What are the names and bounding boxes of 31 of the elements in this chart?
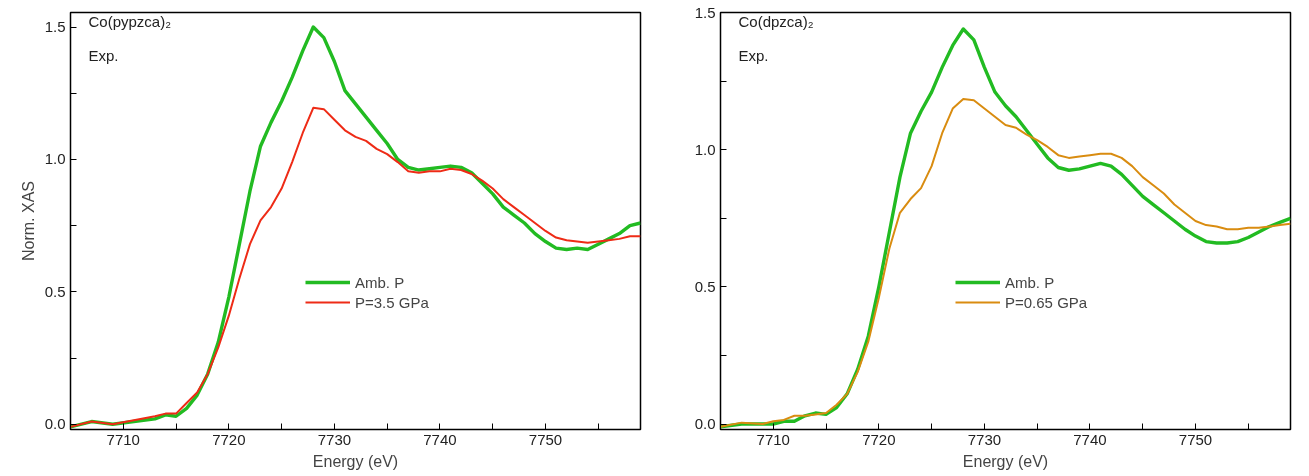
legend-label: P=3.5 GPa bbox=[355, 293, 429, 311]
y-tick-label: 1.5 bbox=[44, 18, 66, 36]
x-axis-title: Energy (eV) bbox=[312, 452, 399, 470]
y-tick-label: 1.0 bbox=[44, 150, 66, 168]
legend-label: Amb. P bbox=[1005, 273, 1055, 291]
x-tick-label: 7750 bbox=[528, 430, 563, 448]
annotation: Co(dpzca)₂ bbox=[738, 12, 814, 30]
x-axis-title: Energy (eV) bbox=[962, 452, 1049, 470]
x-tick-label: 7710 bbox=[756, 430, 790, 448]
y-tick-label: 0.5 bbox=[44, 282, 66, 300]
y-tick-label: 1.0 bbox=[694, 140, 716, 158]
y-tick-label: 0.5 bbox=[694, 277, 716, 295]
x-tick-label: 7720 bbox=[212, 430, 246, 448]
y-tick-label: 0.0 bbox=[694, 415, 716, 433]
x-tick-label: 7740 bbox=[423, 430, 457, 448]
x-tick-label: 7730 bbox=[967, 430, 1002, 448]
x-tick-label: 7750 bbox=[1178, 430, 1213, 448]
line-series bbox=[720, 97, 1291, 428]
x-tick-label: 7740 bbox=[1073, 430, 1107, 448]
legend-label: P=0.65 GPa bbox=[1005, 293, 1088, 311]
annotation: Exp. bbox=[88, 46, 119, 64]
legend-label: Amb. P bbox=[355, 273, 405, 291]
annotation: Exp. bbox=[738, 46, 769, 64]
x-tick-label: 7720 bbox=[862, 430, 896, 448]
annotation: Co(pypzca)₂ bbox=[88, 12, 172, 30]
line-series bbox=[70, 106, 641, 428]
y-tick-label: 0.0 bbox=[44, 415, 66, 433]
x-tick-label: 7710 bbox=[106, 430, 140, 448]
x-tick-label: 7730 bbox=[317, 430, 352, 448]
y-tick-label: 1.5 bbox=[694, 3, 716, 21]
y-axis-title: Norm. XAS bbox=[19, 180, 37, 262]
